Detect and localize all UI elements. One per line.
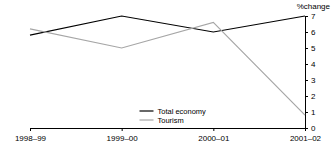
x-tick: 1998–99 <box>15 128 47 143</box>
y-tick-mark <box>305 112 308 113</box>
chart: 1998–99 1999–00 2000–01 2001–020 1 2 3 4 5 6 7%cha… <box>0 0 333 146</box>
y-tick-mark <box>305 80 308 81</box>
x-axis-line <box>31 129 306 132</box>
y-tick: 0 <box>305 124 316 133</box>
x-tick-mark <box>213 128 214 131</box>
legend-swatch <box>140 110 154 111</box>
y-tick-mark <box>305 16 308 17</box>
series-line <box>30 22 305 115</box>
y-tick-label: 7 <box>311 12 316 21</box>
y-tick: 1 <box>305 108 316 117</box>
y-tick-label: 6 <box>311 28 316 37</box>
legend-label: Total economy <box>158 107 207 116</box>
y-tick-label: 4 <box>311 60 316 69</box>
y-tick-label: 2 <box>311 92 316 101</box>
x-tick-label: 2000–01 <box>198 134 230 143</box>
x-tick: 2001–02 <box>290 128 322 143</box>
y-tick: 5 <box>305 44 316 53</box>
x-tick-mark <box>122 128 123 131</box>
x-tick-mark <box>30 128 31 131</box>
plot-area <box>30 16 305 115</box>
y-tick-mark <box>305 32 308 33</box>
x-tick-label: 1999–00 <box>107 134 139 143</box>
y-tick-label: 1 <box>311 108 316 117</box>
y-tick: 2 <box>305 92 316 101</box>
y-tick: 4 <box>305 60 316 69</box>
y-tick-mark <box>305 96 308 97</box>
y-tick-mark <box>305 48 308 49</box>
y-tick: 6 <box>305 28 316 37</box>
legend: Total economyTourism <box>140 107 207 125</box>
y-axis: 0 1 2 3 4 5 6 7 <box>305 12 316 133</box>
legend-swatch <box>140 119 154 120</box>
y-axis-title: %change <box>297 2 331 11</box>
x-tick-label: 2001–02 <box>290 134 322 143</box>
y-tick-label: 5 <box>311 44 316 53</box>
y-tick-mark <box>305 64 308 65</box>
y-tick: 7 <box>305 12 316 21</box>
series-line <box>30 16 305 35</box>
legend-label: Tourism <box>158 116 184 125</box>
y-tick: 3 <box>305 76 316 85</box>
x-axis: 1998–99 1999–00 2000–01 2001–02 <box>15 128 322 143</box>
x-tick-label: 1998–99 <box>15 134 47 143</box>
y-tick-label: 3 <box>311 76 316 85</box>
y-tick-mark <box>305 128 308 129</box>
y-tick-label: 0 <box>311 124 316 133</box>
x-tick: 1999–00 <box>107 128 139 143</box>
y-axis-line <box>306 17 309 129</box>
x-tick: 2000–01 <box>198 128 230 143</box>
